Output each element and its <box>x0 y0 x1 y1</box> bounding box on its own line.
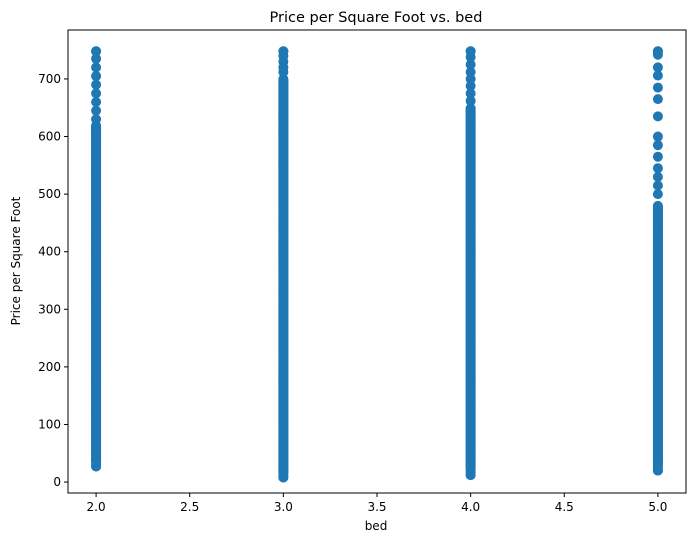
data-point <box>652 70 663 81</box>
data-point <box>91 96 102 107</box>
data-point <box>652 151 663 162</box>
y-tick-label: 300 <box>38 302 61 316</box>
data-point <box>91 88 102 99</box>
y-tick-label: 0 <box>53 475 61 489</box>
data-point <box>465 463 476 474</box>
x-tick-label: 5.0 <box>648 500 667 514</box>
data-point <box>465 95 476 106</box>
y-tick-label: 600 <box>38 130 61 144</box>
y-tick-label: 400 <box>38 245 61 259</box>
data-point <box>652 111 663 122</box>
data-point <box>91 62 102 73</box>
data-point <box>91 79 102 90</box>
data-point <box>465 67 476 78</box>
data-point <box>91 114 102 125</box>
x-tick-label: 2.5 <box>180 500 199 514</box>
data-point <box>278 470 289 481</box>
y-axis: 0 100 200 300 400 500 600 700 <box>38 72 68 489</box>
data-point <box>652 62 663 73</box>
x-tick-label: 4.5 <box>555 500 574 514</box>
data-point <box>652 189 663 200</box>
x-axis: 2.0 2.5 3.0 3.5 4.0 4.5 5.0 <box>87 493 667 514</box>
data-point <box>465 59 476 70</box>
y-tick-label: 700 <box>38 72 61 86</box>
data-point <box>652 180 663 191</box>
data-point <box>91 46 102 57</box>
plot-area <box>91 46 663 483</box>
data-point <box>652 131 663 142</box>
data-point <box>278 74 289 85</box>
y-axis-title: Price per Square Foot <box>9 196 23 325</box>
data-point <box>652 200 663 211</box>
data-point <box>91 459 102 470</box>
data-point <box>652 94 663 105</box>
data-point <box>465 103 476 114</box>
y-tick-label: 500 <box>38 187 61 201</box>
data-point <box>91 53 102 64</box>
x-tick-label: 2.0 <box>87 500 106 514</box>
data-point <box>278 67 289 78</box>
data-point <box>465 80 476 91</box>
chart-title: Price per Square Foot vs. bed <box>270 10 483 26</box>
data-point <box>465 73 476 84</box>
data-point <box>652 460 663 471</box>
data-point <box>652 163 663 174</box>
y-tick-label: 200 <box>38 360 61 374</box>
data-point <box>91 105 102 116</box>
data-point <box>91 71 102 82</box>
data-point <box>652 49 663 60</box>
data-point <box>465 88 476 99</box>
data-point <box>652 140 663 151</box>
data-point <box>652 171 663 182</box>
x-tick-label: 3.5 <box>367 500 386 514</box>
x-tick-label: 3.0 <box>274 500 293 514</box>
x-axis-title: bed <box>365 519 388 533</box>
data-point <box>652 82 663 93</box>
x-tick-label: 4.0 <box>461 500 480 514</box>
plot-frame <box>67 29 687 494</box>
data-point <box>465 52 476 63</box>
y-tick-label: 100 <box>38 417 61 431</box>
